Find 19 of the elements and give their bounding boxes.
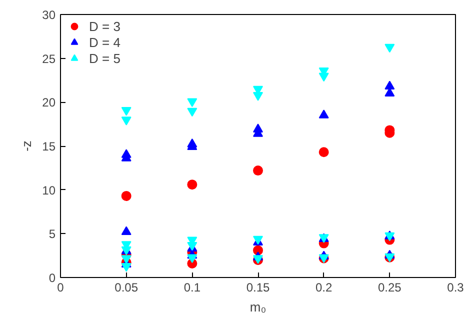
y-tick-label: 10 <box>42 183 56 198</box>
legend-label: D = 5 <box>89 50 120 66</box>
y-tick-label: 15 <box>42 140 56 154</box>
x-tick-label: 0.3 <box>447 280 464 294</box>
y-tick-label: 25 <box>42 52 56 66</box>
y-tick-label: 20 <box>42 96 56 110</box>
x-tick-label: 0.2 <box>315 280 332 294</box>
x-tick-label: 0.1 <box>184 280 201 294</box>
legend-label: D = 3 <box>89 18 120 34</box>
x-tick-label: 0.05 <box>114 280 138 294</box>
x-tick-label: 0.15 <box>246 280 270 294</box>
legend-label: D = 4 <box>89 34 120 50</box>
y-tick-label: 30 <box>42 8 56 22</box>
x-axis-title: m₀ <box>250 300 266 314</box>
x-tick-label: 0 <box>57 280 64 294</box>
y-tick-label: 5 <box>48 227 56 242</box>
y-axis-title: -z <box>19 140 34 152</box>
x-tick-label: 0.25 <box>378 280 402 294</box>
y-tick-label: 0 <box>48 271 56 285</box>
